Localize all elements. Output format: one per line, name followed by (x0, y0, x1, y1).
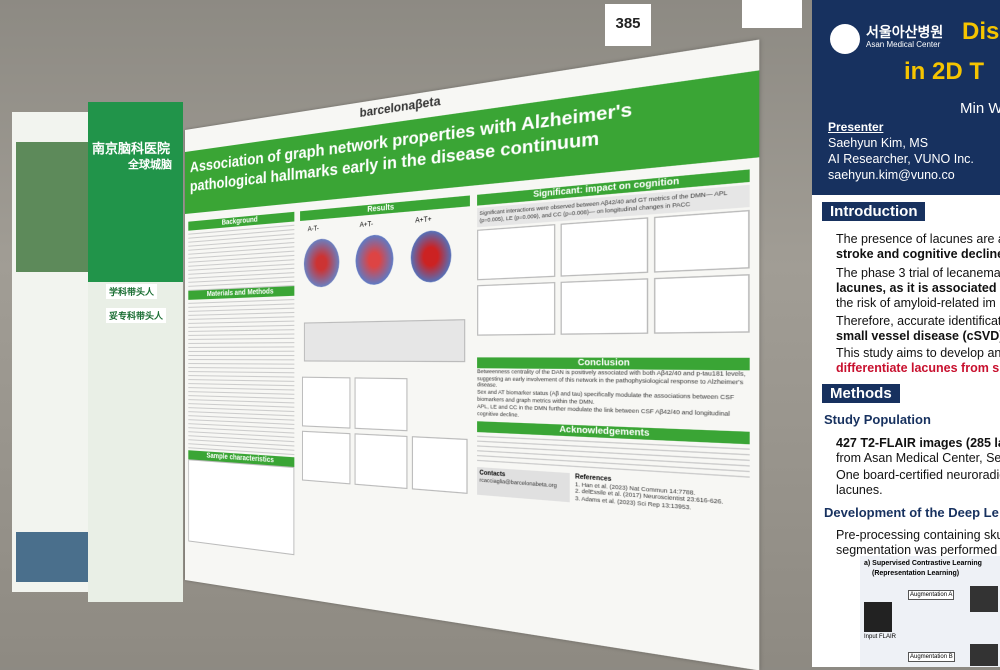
scatter-plot (354, 377, 408, 432)
scatter-plot (301, 376, 351, 429)
hospital-name-en: Asan Medical Center (866, 40, 941, 49)
tag: 妥专科带头人 (106, 308, 167, 323)
sample-table (188, 459, 295, 556)
intro-line: differentiate lacunes from si (836, 361, 1000, 375)
subsection-heading: Study Population (824, 412, 931, 427)
method-figure: a) Supervised Contrastive Learning (Repr… (860, 556, 1000, 667)
right-column: Significant: impact on cognition Signifi… (477, 169, 750, 517)
population-line: One board-certified neuroradio (836, 468, 1000, 482)
left-poster-b: 南京脑科医院 全球城脑 学科带头人 妥专科带头人 (88, 102, 183, 602)
augmented-image (970, 644, 998, 666)
presenter-role: AI Researcher, VUNO Inc. (828, 152, 974, 166)
references-box: References 1. Han et al. (2023) Nat Comm… (575, 473, 750, 517)
intro-line: the risk of amyloid-related im (836, 296, 996, 310)
main-poster: barcelonaβeta Association of graph netwo… (185, 39, 760, 670)
right-poster: 서울아산병원 Asan Medical Center Dis in 2D T M… (812, 0, 1000, 667)
figure-label: Input FLAIR (864, 634, 897, 640)
line-plot (560, 277, 648, 335)
author: Min W (960, 100, 1000, 117)
population-line: from Asan Medical Center, Seo (836, 451, 1000, 465)
augmented-image (970, 586, 998, 612)
intro-line: The phase 3 trial of lecanemab (836, 266, 1000, 280)
presenter-name: Saehyun Kim, MS (828, 136, 929, 150)
poster-photo (16, 532, 88, 582)
intro-line: Therefore, accurate identificati (836, 314, 1000, 328)
intro-line: stroke and cognitive decline (836, 247, 1000, 261)
scatter-plot (411, 436, 468, 494)
intro-line: small vessel disease (cSVD) (836, 329, 1000, 343)
figure-label: Augmentation B (908, 652, 955, 662)
development-line: segmentation was performed u (836, 543, 1000, 557)
population-line: lacunes. (836, 483, 883, 497)
scatter-grid (300, 376, 470, 495)
presenter-email: saehyun.kim@vuno.co (828, 168, 955, 182)
figure-subtitle: (Representation Learning) (872, 570, 960, 577)
left-poster-a (12, 112, 92, 592)
poster-title: Dis (962, 18, 1000, 45)
subsection-heading: Development of the Deep Le (824, 505, 999, 520)
network-graph (355, 233, 394, 286)
scatter-plot (301, 430, 351, 485)
poster-title: in 2D T (904, 58, 985, 85)
text-block (188, 295, 295, 458)
poster-number-card (742, 0, 802, 28)
intro-line: lacunes, as it is associated wi (836, 281, 1000, 295)
network-label: A+T- (359, 221, 374, 230)
contacts-box: Contacts rcacciaglia@barcelonabeta.org (477, 466, 570, 503)
spacer (412, 378, 468, 431)
line-plot (653, 273, 750, 334)
intro-line: This study aims to develop an (836, 346, 1000, 360)
poster-photo (16, 142, 88, 272)
scatter-plot (354, 433, 408, 490)
line-plot (560, 216, 648, 277)
network-figure: A-T- A+T- A+T+ (300, 206, 470, 307)
population-line: 427 T2-FLAIR images (285 la (836, 436, 1000, 450)
result-box (303, 319, 466, 363)
figure-title: a) Supervised Contrastive Learning (864, 560, 982, 567)
section-heading: Introduction (822, 202, 926, 221)
line-plot (477, 223, 556, 280)
intro-line: The presence of lacunes are a (836, 232, 1000, 246)
hospital-name: 서울아산병원 (866, 24, 944, 40)
banner: 全球城脑 (128, 159, 172, 171)
tag: 学科带头人 (106, 284, 158, 299)
middle-column: Results A-T- A+T- A+T+ (300, 195, 470, 494)
section-heading: Methods (822, 384, 900, 403)
left-column: Background Materials and Methods Sample … (188, 211, 295, 556)
impact-plots (477, 209, 750, 336)
network-graph (303, 237, 340, 288)
network-graph (410, 229, 452, 284)
line-plot (653, 209, 750, 273)
network-label: A+T+ (415, 216, 432, 225)
poster-header (88, 102, 183, 282)
hospital-name: 南京脑科医院 (92, 141, 171, 156)
figure-label: Augmentation A (908, 590, 955, 600)
network-label: A-T- (307, 225, 319, 234)
line-plot (477, 281, 556, 336)
hospital-logo (830, 24, 860, 54)
poster-number: 385 (605, 4, 651, 46)
flair-image (864, 602, 892, 632)
development-line: Pre-processing containing skul (836, 528, 1000, 542)
presenter-label: Presenter (828, 120, 884, 134)
text-block (188, 221, 295, 291)
